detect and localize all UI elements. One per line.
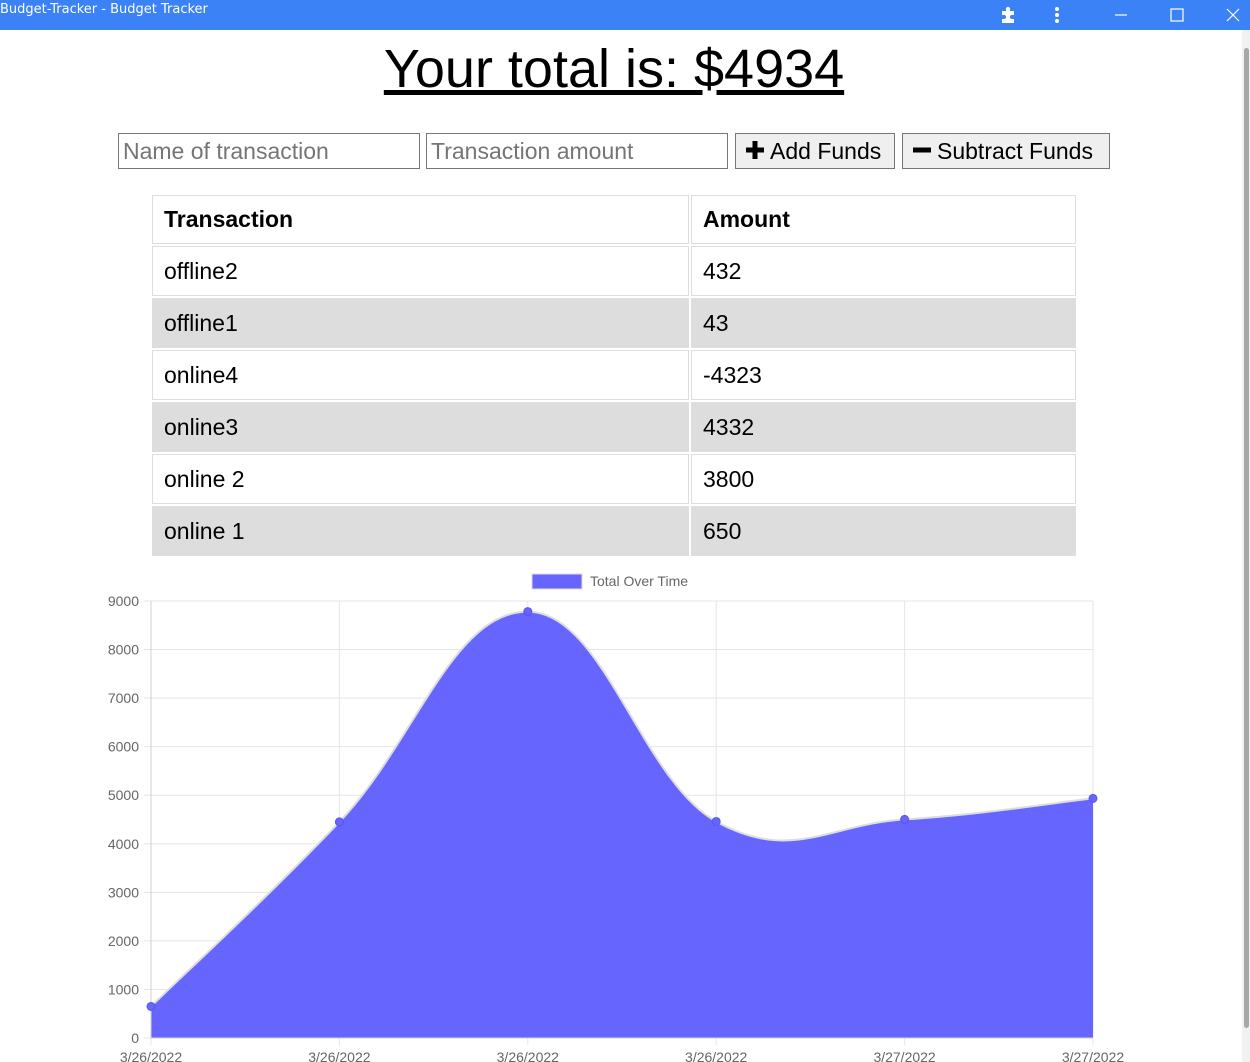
column-header-transaction: Transaction [152,195,689,244]
data-point [1088,793,1098,803]
y-tick-label: 5000 [108,787,139,803]
minus-icon [911,140,933,162]
transaction-amount-cell: 650 [691,506,1076,556]
window-title: Budget-Tracker - Budget Tracker [0,2,208,17]
x-tick-label: 3/26/2022 [120,1049,182,1062]
transaction-name-cell: offline1 [152,298,689,348]
y-tick-label: 8000 [108,642,139,658]
data-point [711,816,721,826]
data-point [146,1001,156,1011]
y-tick-label: 3000 [108,884,139,900]
add-funds-label: Add Funds [770,137,882,164]
total-value: 4934 [724,39,845,99]
plus-icon [744,140,766,162]
table-row: online 2 3800 [152,454,1076,504]
y-tick-label: 4000 [108,836,139,852]
column-header-amount: Amount [691,195,1076,244]
transaction-amount-cell: 4332 [691,402,1076,452]
add-funds-button[interactable]: Add Funds [735,133,895,169]
data-point [334,817,344,827]
data-point [900,814,910,824]
total-label: Your total is: $ [383,39,725,99]
series-area [151,611,1093,1038]
extensions-icon[interactable] [988,0,1028,30]
transaction-name-cell: online3 [152,402,689,452]
transactions-table: Transaction Amount offline2 432 offline1… [150,193,1078,558]
y-tick-label: 1000 [108,981,139,997]
data-point [523,607,533,617]
legend-label: Total Over Time [590,573,688,589]
transaction-name-cell: online 2 [152,454,689,504]
transaction-amount-input[interactable] [426,133,728,169]
transaction-name-cell: online 1 [152,506,689,556]
x-tick-label: 3/26/2022 [497,1049,559,1062]
table-row: online4 -4323 [152,350,1076,400]
table-row: offline1 43 [152,298,1076,348]
menu-icon[interactable] [1037,0,1077,30]
y-tick-label: 6000 [108,739,139,755]
x-tick-label: 3/26/2022 [308,1049,370,1062]
close-icon[interactable] [1213,0,1250,30]
minimize-icon[interactable] [1101,0,1141,30]
y-tick-label: 9000 [108,593,139,609]
subtract-funds-label: Subtract Funds [937,137,1093,164]
transaction-name-cell: offline2 [152,246,689,296]
x-tick-label: 3/26/2022 [685,1049,747,1062]
total-heading: Your total is: $4934 [0,38,1228,100]
transaction-amount-cell: 3800 [691,454,1076,504]
table-row: online 1 650 [152,506,1076,556]
y-tick-label: 2000 [108,933,139,949]
legend-swatch [531,573,583,590]
table-row: offline2 432 [152,246,1076,296]
transaction-amount-cell: 432 [691,246,1076,296]
total-over-time-chart: 0 1000 2000 3000 4000 5000 6000 7000 8000 9000 3/2… [108,573,1125,1062]
x-tick-label: 3/27/2022 [873,1049,935,1062]
transaction-name-input[interactable] [118,133,420,169]
table-header-row: Transaction Amount [152,195,1076,244]
table-row: online3 4332 [152,402,1076,452]
y-tick-label: 7000 [108,690,139,706]
maximize-icon[interactable] [1157,0,1197,30]
transaction-amount-cell: -4323 [691,350,1076,400]
transaction-name-cell: online4 [152,350,689,400]
x-tick-label: 3/27/2022 [1062,1049,1124,1062]
transaction-amount-cell: 43 [691,298,1076,348]
y-tick-label: 0 [131,1030,139,1046]
scrollbar-thumb[interactable] [1244,48,1249,1028]
subtract-funds-button[interactable]: Subtract Funds [902,133,1110,169]
window-titlebar: Budget-Tracker - Budget Tracker [0,0,1250,30]
